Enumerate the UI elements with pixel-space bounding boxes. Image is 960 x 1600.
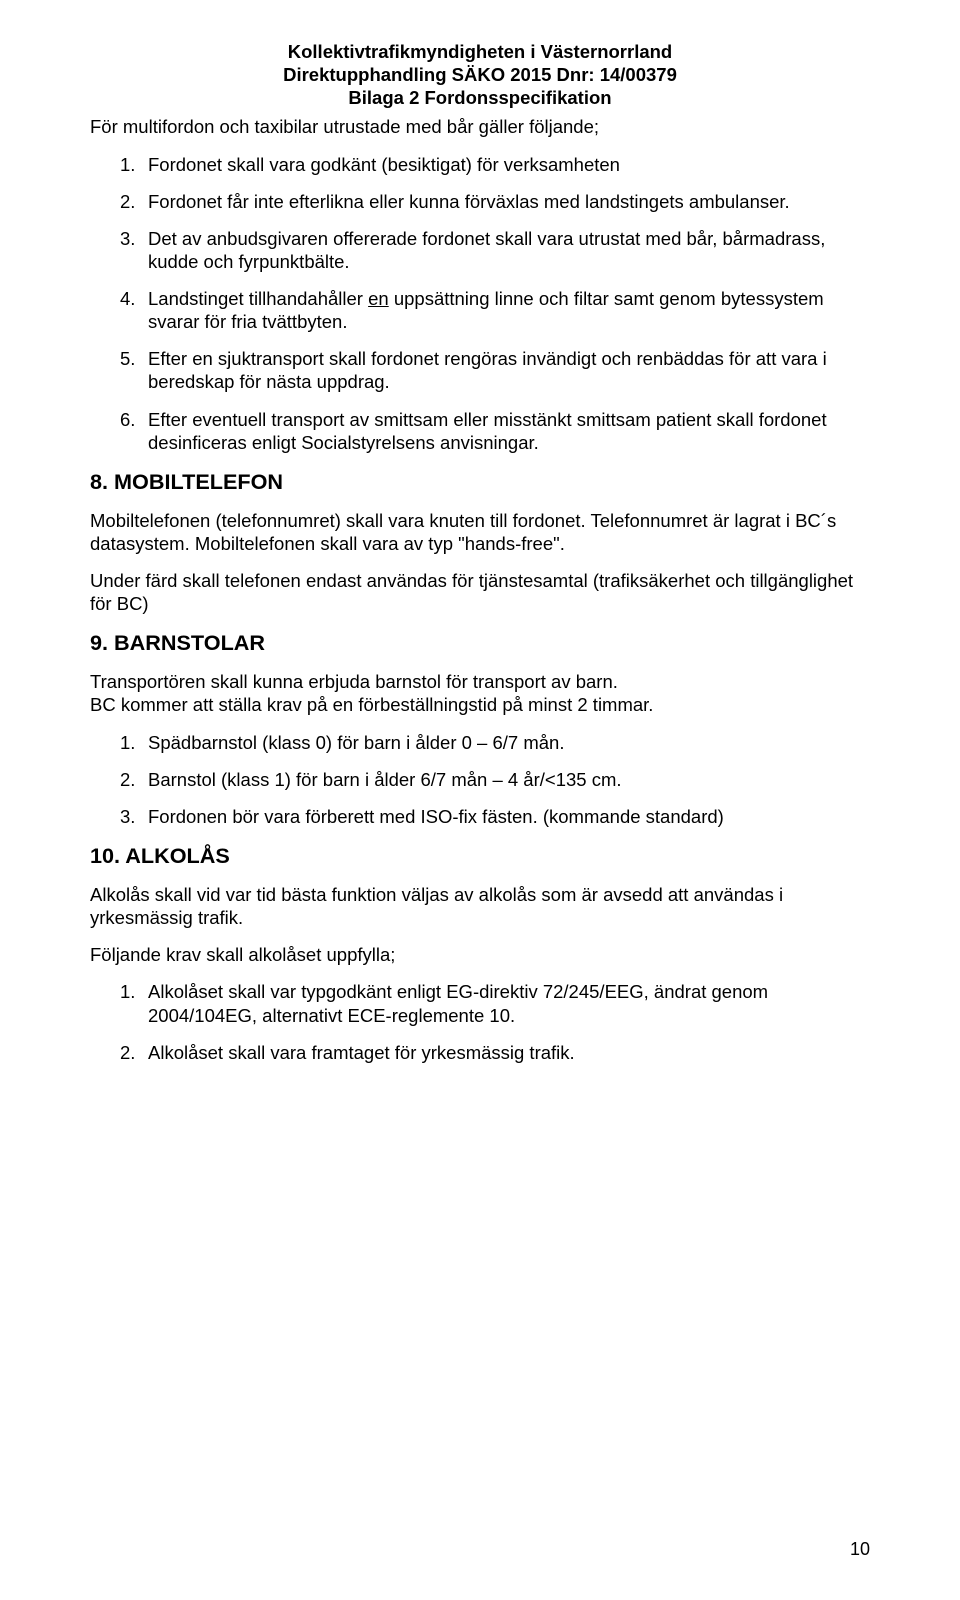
section-8-heading: 8. MOBILTELEFON: [90, 468, 870, 495]
item-text: Alkolåset skall vara framtaget för yrkes…: [148, 1042, 575, 1063]
item-number: 5.: [120, 347, 135, 370]
section-10-heading: 10. ALKOLÅS: [90, 842, 870, 869]
section-10-para-2: Följande krav skall alkolåset uppfylla;: [90, 943, 870, 966]
item-number: 1.: [120, 980, 135, 1003]
list-item: 3. Det av anbudsgivaren offererade fordon…: [120, 227, 870, 273]
item-number: 1.: [120, 153, 135, 176]
item-number: 4.: [120, 287, 135, 310]
document-header: Kollektivtrafikmyndigheten i Västernorrl…: [90, 40, 870, 109]
item-text: Fordonen bör vara förberett med ISO-fix …: [148, 806, 724, 827]
item-number: 3.: [120, 805, 135, 828]
item-text: Det av anbudsgivaren offererade fordonet…: [148, 228, 825, 272]
list-item: 6. Efter eventuell transport av smittsam …: [120, 408, 870, 454]
list-item: 3. Fordonen bör vara förberett med ISO-fi…: [120, 805, 870, 828]
header-line-1: Kollektivtrafikmyndigheten i Västernorrl…: [90, 40, 870, 63]
header-line-2: Direktupphandling SÄKO 2015 Dnr: 14/0037…: [90, 63, 870, 86]
item-text: Fordonet får inte efterlikna eller kunna…: [148, 191, 790, 212]
document-page: Kollektivtrafikmyndigheten i Västernorrl…: [90, 40, 870, 1064]
intro-text: För multifordon och taxibilar utrustade …: [90, 115, 870, 138]
list-item: 2. Alkolåset skall vara framtaget för yrk…: [120, 1041, 870, 1064]
header-line-3: Bilaga 2 Fordonsspecifikation: [90, 86, 870, 109]
list-item: 2. Barnstol (klass 1) för barn i ålder 6/…: [120, 768, 870, 791]
section-8-para-1: Mobiltelefonen (telefonnumret) skall var…: [90, 509, 870, 555]
section-9-para-2: BC kommer att ställa krav på en förbestä…: [90, 693, 870, 716]
item-number: 1.: [120, 731, 135, 754]
list-item: 1. Fordonet skall vara godkänt (besiktiga…: [120, 153, 870, 176]
list-item: 1. Alkolåset skall var typgodkänt enligt …: [120, 980, 870, 1026]
section-9-para-1: Transportören skall kunna erbjuda barnst…: [90, 670, 870, 693]
page-number: 10: [850, 1538, 870, 1561]
section-10-para-1: Alkolås skall vid var tid bästa funktion…: [90, 883, 870, 929]
list-item: 4.Landstinget tillhandahåller en uppsätt…: [120, 287, 870, 333]
item-text: Alkolåset skall var typgodkänt enligt EG…: [148, 981, 768, 1025]
item-number: 2.: [120, 1041, 135, 1064]
item-number: 2.: [120, 768, 135, 791]
item-text: Spädbarnstol (klass 0) för barn i ålder …: [148, 732, 564, 753]
item-number: 2.: [120, 190, 135, 213]
list-item: 1. Spädbarnstol (klass 0) för barn i ålde…: [120, 731, 870, 754]
item-text-pre: Landstinget tillhandahåller: [148, 288, 368, 309]
item-text-underline: en: [368, 288, 389, 309]
section-8-para-2: Under färd skall telefonen endast använd…: [90, 569, 870, 615]
item-text: Fordonet skall vara godkänt (besiktigat)…: [148, 154, 620, 175]
section-10-list: 1. Alkolåset skall var typgodkänt enligt …: [90, 980, 870, 1063]
item-text: Barnstol (klass 1) för barn i ålder 6/7 …: [148, 769, 622, 790]
requirements-list: 1. Fordonet skall vara godkänt (besiktiga…: [90, 153, 870, 454]
item-text: Efter en sjuktransport skall fordonet re…: [148, 348, 827, 392]
section-9-list: 1. Spädbarnstol (klass 0) för barn i ålde…: [90, 731, 870, 828]
list-item: 5. Efter en sjuktransport skall fordonet …: [120, 347, 870, 393]
section-9-heading: 9. BARNSTOLAR: [90, 629, 870, 656]
list-item: 2. Fordonet får inte efterlikna eller kun…: [120, 190, 870, 213]
item-number: 6.: [120, 408, 135, 431]
item-number: 3.: [120, 227, 135, 250]
item-text: Efter eventuell transport av smittsam el…: [148, 409, 827, 453]
